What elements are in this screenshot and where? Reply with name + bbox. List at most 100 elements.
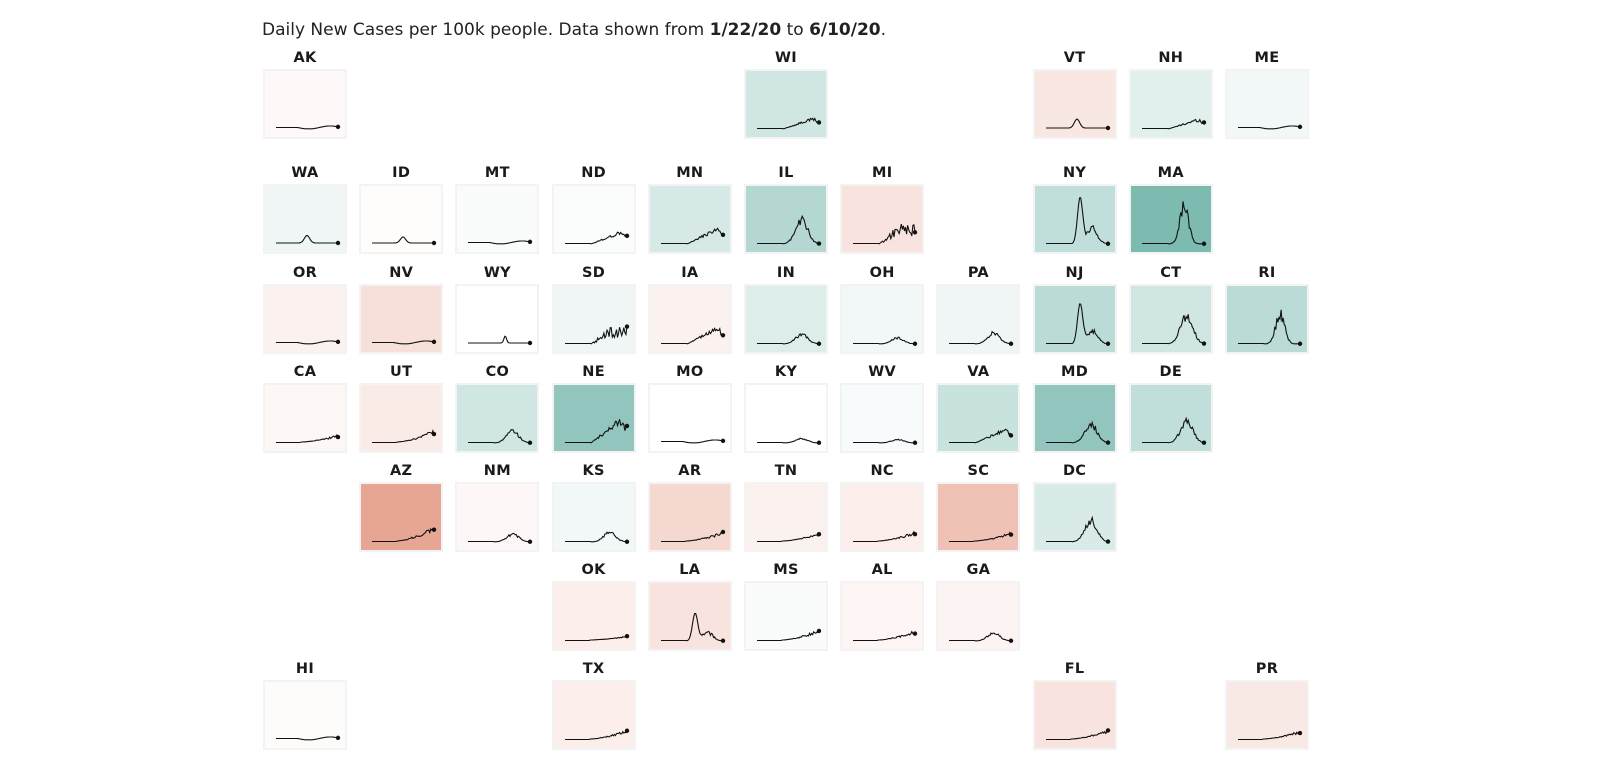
sparkline-endpoint	[816, 440, 822, 445]
sparkline-panel	[840, 284, 925, 354]
sparkline-svg	[1238, 309, 1303, 346]
sparkline-panel	[551, 680, 636, 750]
sparkline-panel	[359, 482, 444, 552]
sparkline-panel	[263, 69, 347, 139]
sparkline-panel	[936, 482, 1021, 552]
sparkline-panel	[647, 581, 732, 651]
sparkline-endpoint	[720, 638, 725, 643]
state-label: OR	[292, 265, 318, 281]
sparkline-line	[468, 532, 531, 543]
sparkline-endpoint	[912, 631, 918, 636]
sparkline-line	[1045, 118, 1108, 129]
state-label: NJ	[1065, 265, 1084, 281]
sparkline-line	[949, 330, 1012, 345]
sparkline-endpoint	[720, 232, 725, 237]
sparkline-svg	[1141, 416, 1206, 445]
state-label: ID	[392, 165, 411, 181]
sparkline-panel	[359, 284, 444, 354]
sparkline-endpoint	[720, 438, 725, 444]
sparkline-endpoint	[1201, 440, 1206, 445]
sparkline-panel	[551, 383, 636, 453]
sparkline-line	[1045, 515, 1108, 543]
state-label: CO	[485, 364, 510, 380]
sparkline-svg	[1045, 197, 1110, 246]
state-label: KY	[774, 364, 798, 380]
sparkline-endpoint	[624, 634, 629, 639]
state-label: LA	[679, 562, 701, 578]
state-label: NM	[483, 463, 511, 479]
sparkline-panel	[359, 383, 444, 453]
sparkline-line	[1141, 416, 1204, 444]
sparkline-line	[1045, 729, 1108, 741]
sparkline-endpoint	[335, 434, 341, 440]
sparkline-line	[564, 531, 627, 543]
sparkline-panel	[936, 383, 1021, 453]
sparkline-panel	[551, 581, 636, 651]
sparkline-endpoint	[912, 230, 918, 235]
state-label: NV	[389, 265, 414, 281]
sparkline-panel	[1032, 284, 1117, 354]
sparkline-line	[853, 336, 916, 345]
sparkline-panel	[744, 383, 828, 453]
state-label: PA	[967, 265, 989, 281]
sparkline-line	[468, 429, 531, 444]
state-label: OH	[869, 265, 895, 281]
sparkline-line	[1141, 201, 1204, 245]
state-label: FL	[1064, 661, 1085, 677]
sparkline-endpoint	[1009, 433, 1014, 438]
sparkline-panel	[1225, 680, 1309, 750]
sparkline-panel	[455, 284, 540, 354]
sparkline-endpoint	[1201, 341, 1206, 346]
sparkline-panel	[455, 383, 540, 453]
sparkline-svg	[757, 437, 822, 445]
sparkline-endpoint	[431, 339, 437, 345]
state-label: NC	[870, 463, 894, 479]
sparkline-endpoint	[1105, 341, 1110, 346]
sparkline-panel	[1032, 482, 1117, 552]
state-label: WY	[483, 265, 511, 281]
sparkline-endpoint	[816, 120, 822, 125]
sparkline-panel	[455, 482, 540, 552]
sparkline-endpoint	[1105, 440, 1110, 445]
sparkline-endpoint	[528, 340, 533, 346]
sparkline-panel	[1128, 284, 1213, 354]
sparkline-svg	[372, 339, 437, 345]
sparkline-line	[660, 227, 724, 245]
state-label: CT	[1160, 265, 1182, 281]
state-label: IN	[776, 265, 796, 281]
sparkline-endpoint	[624, 423, 629, 429]
state-label: AZ	[390, 463, 413, 479]
sparkline-line	[949, 531, 1012, 543]
sparkline-panel	[1032, 680, 1117, 750]
sparkline-line	[372, 527, 435, 543]
sparkline-line	[276, 340, 339, 345]
state-label: IL	[778, 165, 794, 181]
sparkline-svg	[276, 235, 341, 246]
state-label: NE	[582, 364, 605, 380]
sparkline-endpoint	[431, 431, 437, 437]
state-label: MN	[676, 165, 704, 181]
state-label: PR	[1255, 661, 1279, 677]
sparkline-endpoint	[624, 539, 629, 544]
sparkline-endpoint	[528, 239, 533, 245]
sparkline-svg	[1141, 201, 1206, 246]
sparkline-panel	[1032, 69, 1117, 139]
sparkline-svg	[853, 630, 918, 642]
sparkline-line	[660, 327, 724, 345]
sparkline-svg	[1045, 118, 1110, 131]
sparkline-panel	[1128, 184, 1213, 254]
state-label: WV	[868, 364, 897, 380]
sparkline-panel	[1032, 184, 1117, 254]
sparkline-svg	[276, 735, 341, 741]
sparkline-endpoint	[1105, 241, 1110, 246]
sparkline-panel	[263, 383, 347, 453]
sparkline-svg	[853, 336, 918, 346]
sparkline-endpoint	[335, 124, 341, 130]
date-end: 6/10/20	[809, 20, 881, 40]
sparkline-endpoint	[1105, 539, 1110, 544]
sparkline-svg	[949, 428, 1014, 444]
sparkline-svg	[468, 335, 533, 346]
sparkline-svg	[853, 530, 918, 543]
sparkline-svg	[949, 531, 1014, 543]
sparkline-line	[660, 613, 723, 642]
